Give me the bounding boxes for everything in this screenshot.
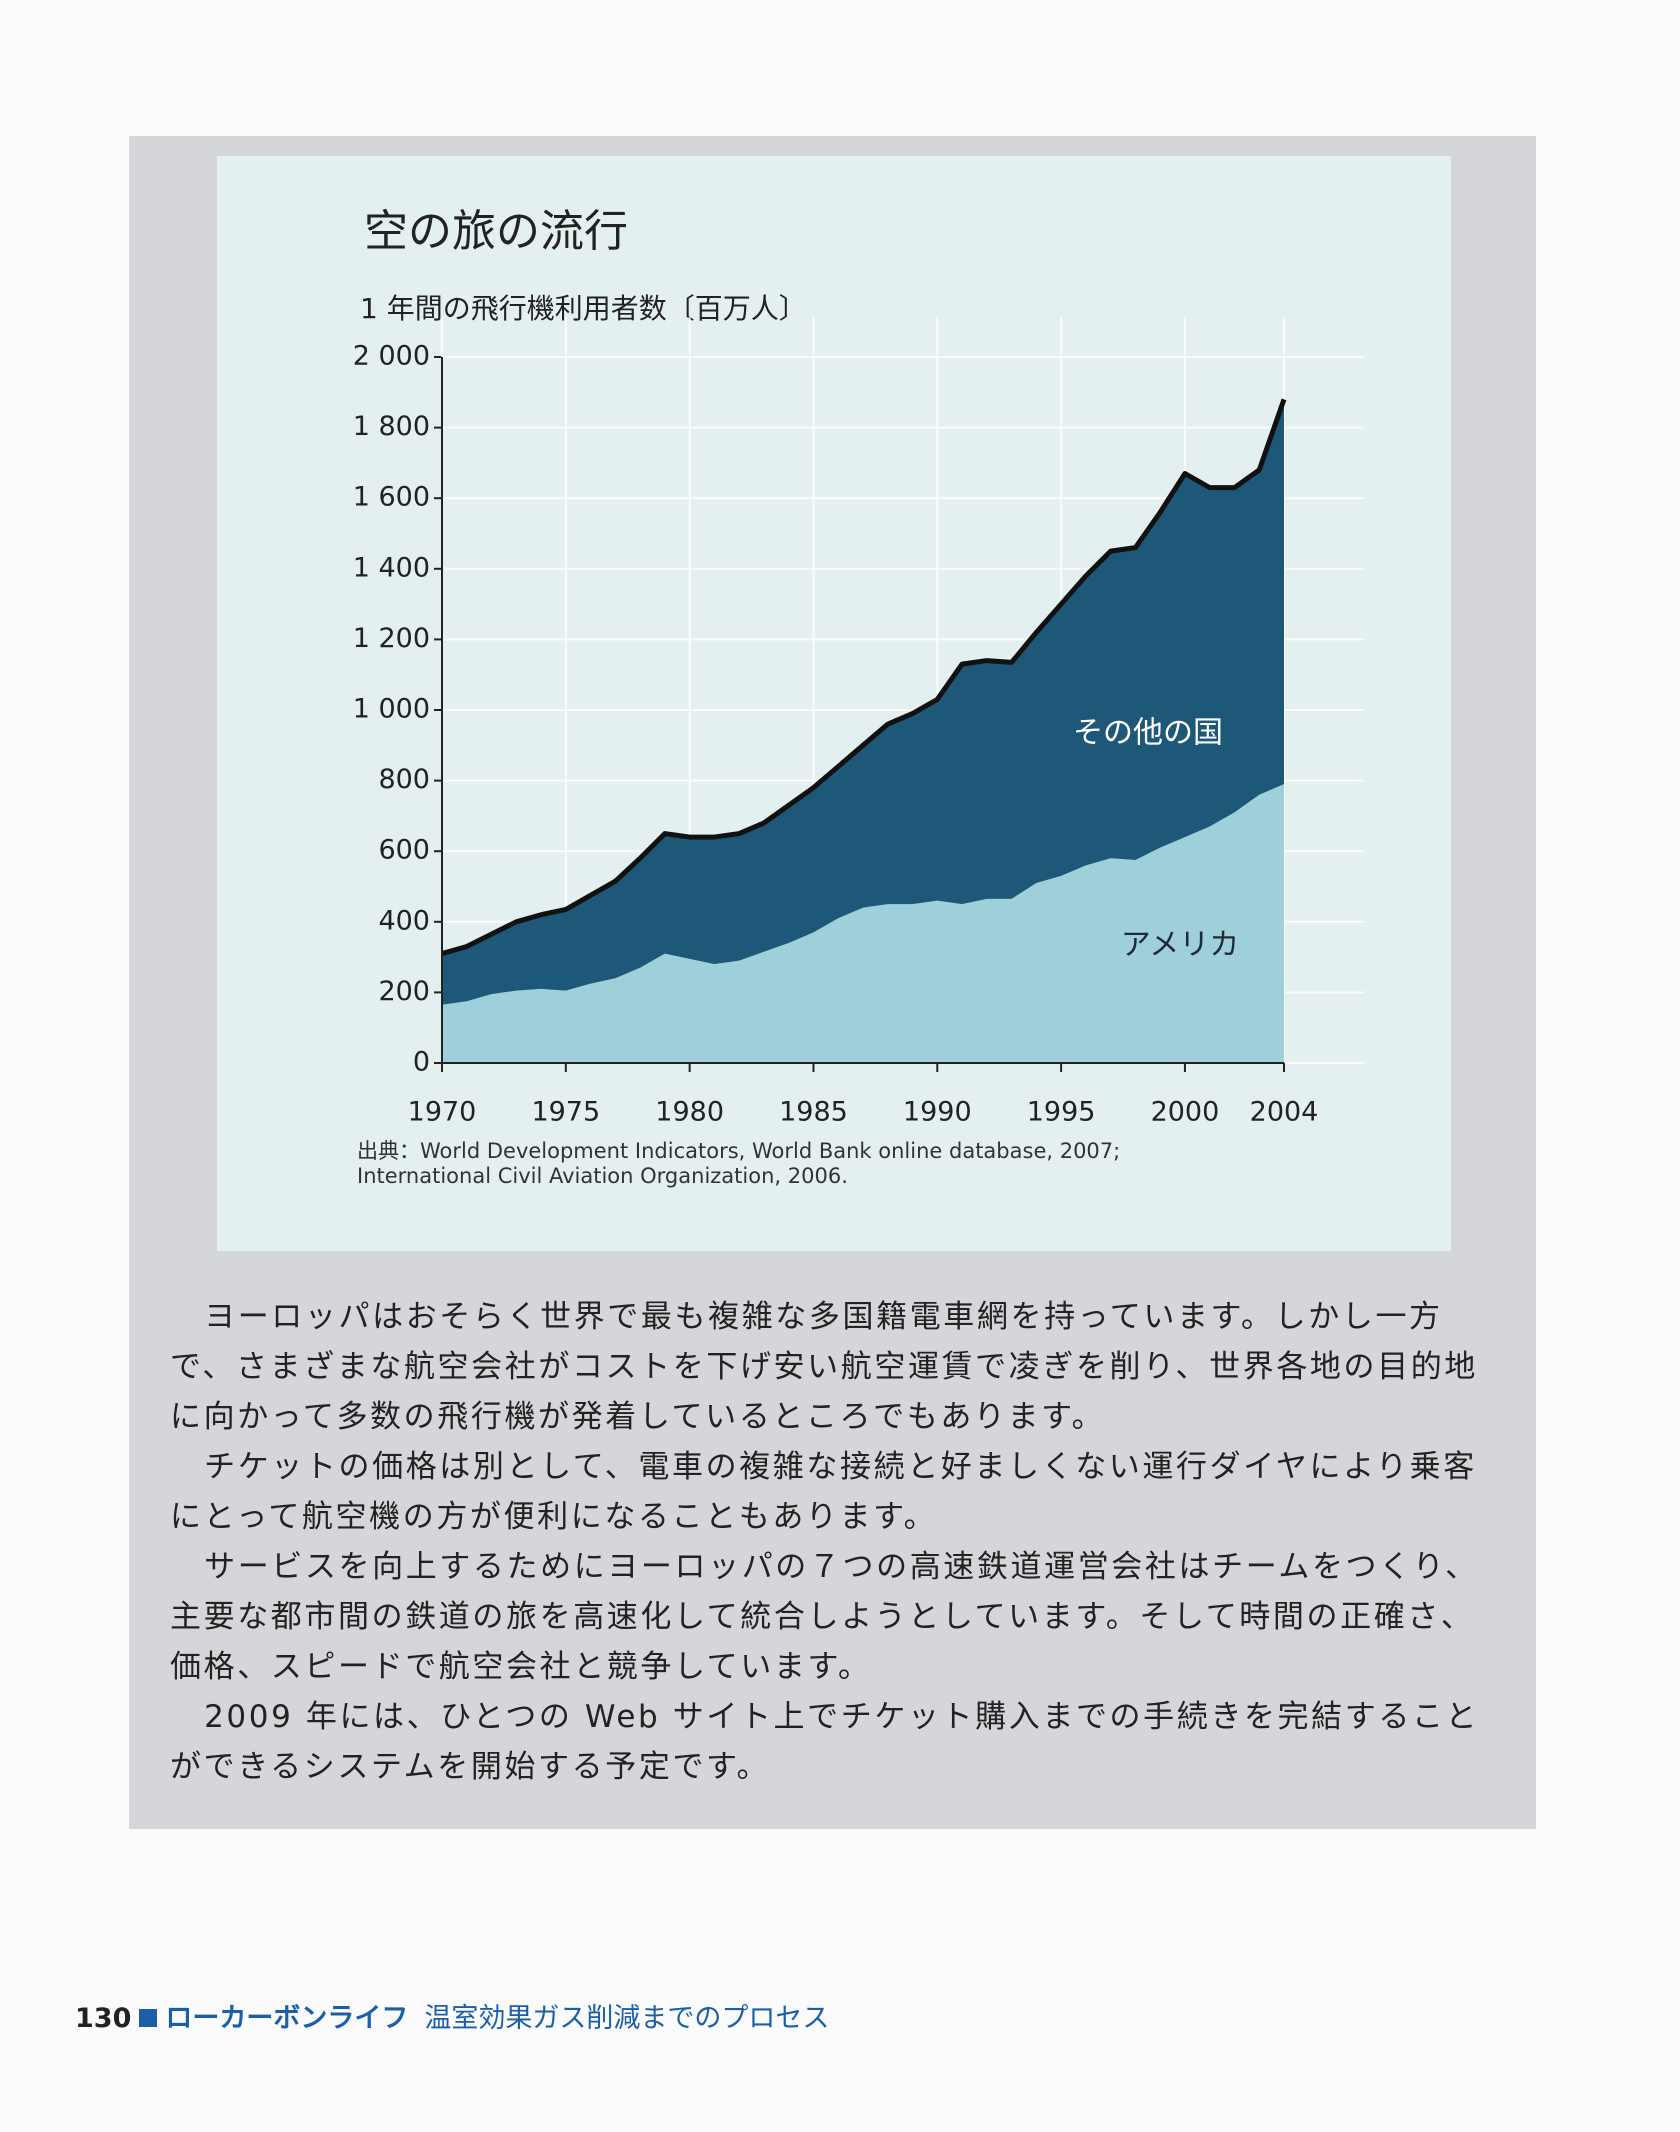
x-tick-label: 1975 [531,1097,600,1128]
x-tick-label: 2000 [1151,1097,1220,1128]
source-note: International Civil Aviation Organizatio… [357,1164,848,1188]
body-text: ヨーロッパはおそらく世界で最も複雑な多国籍電車網を持っています。しかし一方で、さ… [170,1292,1500,1792]
y-tick-label: 1 200 [353,623,430,654]
y-tick-label: 2 000 [353,341,430,372]
y-axis-label: 1 年間の飛行機利用者数〔百万人〕 [360,292,807,325]
source-note: 出典：World Development Indicators, World B… [357,1139,1120,1163]
x-tick-label: 1970 [408,1097,477,1128]
x-tick-label: 1980 [655,1097,724,1128]
y-tick-label: 1 400 [353,552,430,583]
footer: 130 ローカーボンライフ 温室効果ガス削減までのプロセス [75,1996,829,2035]
y-tick-label: 200 [378,976,430,1007]
x-tick-label: 1985 [779,1097,848,1128]
y-tick-label: 400 [378,905,430,936]
y-tick-label: 800 [378,764,430,795]
x-tick-label: 1995 [1027,1097,1096,1128]
total-outline [441,398,1287,956]
page-number: 130 [75,2003,132,2034]
y-tick-label: 1 000 [353,694,430,725]
paragraph: チケットの価格は別として、電車の複雑な接続と好ましくない運行ダイヤにより乗客にと… [170,1449,1477,1535]
y-tick-label: 600 [378,835,430,866]
paragraph: 2009 年には、ひとつの Web サイト上でチケット購入までの手続きを完結する… [170,1699,1480,1785]
series-label: アメリカ [1121,928,1240,963]
section-subtitle: 温室効果ガス削減までのプロセス [424,2003,830,2034]
section-title: ローカーボンライフ [165,2003,409,2034]
chart-title: 空の旅の流行 [364,206,628,257]
area [442,784,1284,1063]
y-tick-label: 0 [413,1047,430,1078]
paragraph: ヨーロッパはおそらく世界で最も複雑な多国籍電車網を持っています。しかし一方で、さ… [170,1299,1478,1435]
area [442,399,1284,1005]
chart: 空の旅の流行 1 年間の飛行機利用者数〔百万人〕 出典：World Develo… [217,156,1451,1251]
y-tick-label: 1 800 [353,411,430,442]
y-tick-label: 1 600 [353,482,430,513]
footer-square [139,2009,158,2027]
series-label: その他の国 [1073,716,1223,751]
x-tick-label: 2004 [1250,1097,1319,1128]
paragraph: サービスを向上するためにヨーロッパの７つの高速鉄道運営会社はチームをつくり、主要… [170,1549,1479,1685]
x-tick-label: 1990 [903,1097,972,1128]
